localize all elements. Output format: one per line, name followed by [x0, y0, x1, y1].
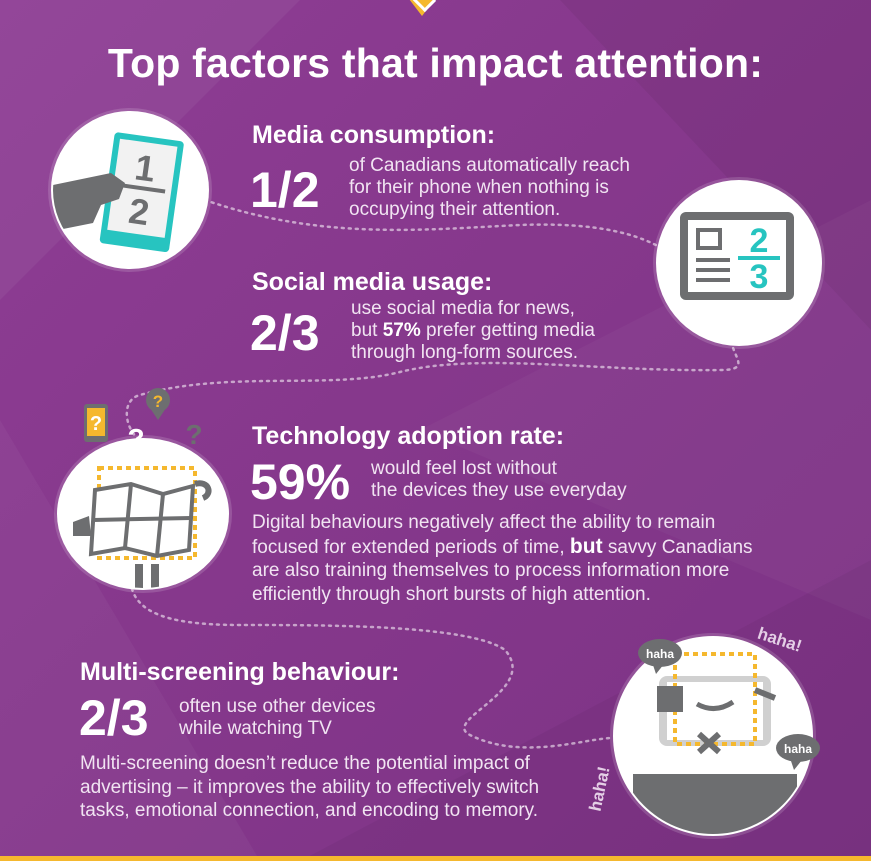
multi-stat: 2/3 — [79, 690, 149, 746]
svg-text:?: ? — [153, 392, 163, 411]
social-media-circle: 2 3 — [656, 180, 822, 346]
media-consumption-circle: 1 2 — [51, 111, 209, 269]
social-stat: 2/3 — [250, 305, 320, 361]
svg-text:haha!: haha! — [586, 765, 614, 813]
bottom-bar — [0, 856, 871, 861]
svg-text:3: 3 — [750, 258, 769, 296]
technology-heading: Technology adoption rate: — [252, 422, 565, 450]
multi-screening-circle — [613, 636, 813, 836]
svg-text:?: ? — [185, 419, 202, 448]
laughing-tv-icon — [633, 652, 797, 834]
social-heading: Social media usage: — [252, 268, 493, 296]
technology-paragraph: Digital behaviours negatively affect the… — [252, 512, 753, 605]
newspaper-icon: 2 3 — [680, 212, 794, 300]
technology-circle — [57, 438, 229, 590]
technology-description: would feel lost without the devices they… — [371, 458, 627, 501]
confused-map-icon — [73, 466, 212, 588]
page-title: Top factors that impact attention: — [107, 40, 764, 86]
multi-description: often use other devices while watching T… — [179, 696, 376, 739]
social-description: use social media for news, but 57% prefe… — [351, 298, 595, 363]
multi-heading: Multi-screening behaviour: — [80, 658, 400, 686]
multi-paragraph: Multi-screening doesn’t reduce the poten… — [80, 753, 540, 821]
svg-text:?: ? — [90, 413, 102, 435]
media-stat: 1/2 — [250, 162, 320, 218]
svg-text:2: 2 — [750, 222, 769, 260]
technology-stat: 59% — [250, 454, 351, 510]
media-heading: Media consumption: — [252, 121, 496, 149]
phone-fraction-icon: 1 2 — [53, 132, 184, 253]
media-description: of Canadians automatically reach for the… — [349, 155, 630, 220]
